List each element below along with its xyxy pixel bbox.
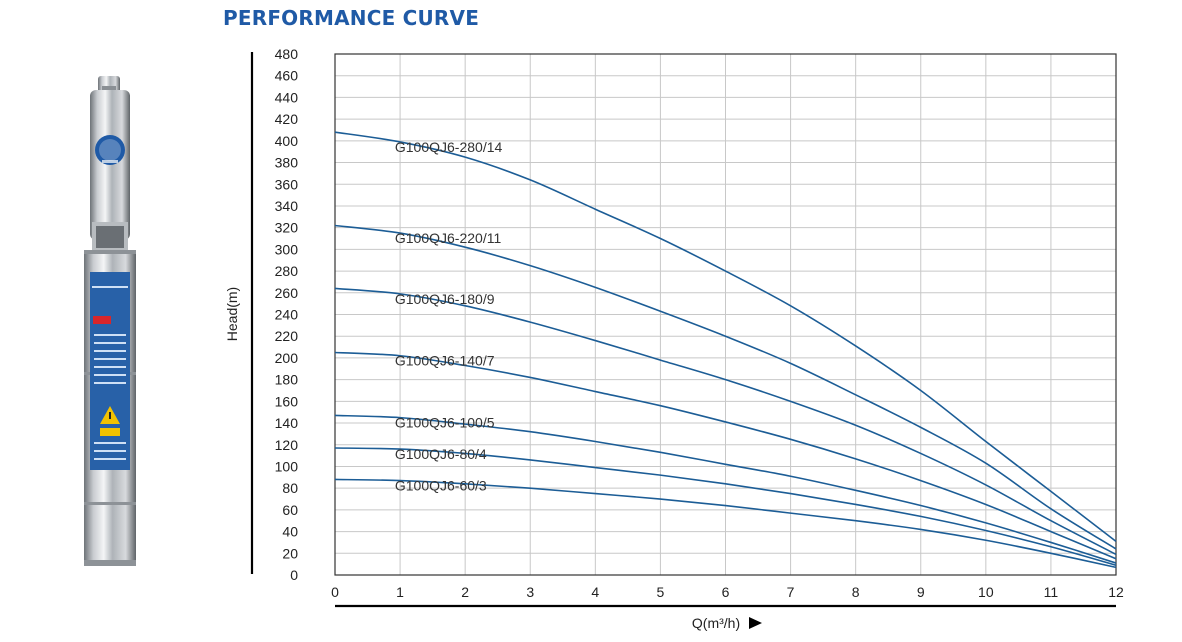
series-label-3: G100QJ6-140/7 <box>395 353 495 369</box>
y-tick-label: 20 <box>282 545 298 561</box>
x-tick-label: 11 <box>1044 584 1059 600</box>
x-tick-label: 12 <box>1108 584 1124 600</box>
x-tick-label: 1 <box>396 584 404 600</box>
y-tick-label: 460 <box>275 68 299 84</box>
y-tick-label: 260 <box>275 285 299 301</box>
x-tick-label: 3 <box>526 584 534 600</box>
x-tick-label: 10 <box>978 584 994 600</box>
series-label-2: G100QJ6-180/9 <box>395 291 495 307</box>
curve-labels: G100QJ6-280/14 G100QJ6-220/11 G100QJ6-180/… <box>395 139 503 494</box>
series-line-0 <box>334 131 1117 542</box>
y-tick-labels: 0 20 40 60 80 100 120 140 160 180 200 220 240 260 280 3… <box>275 46 299 583</box>
y-tick-label: 160 <box>275 393 299 409</box>
chart-title: PERFORMANCE CURVE <box>223 6 480 30</box>
plot-frame <box>334 53 1117 576</box>
y-tick-label: 400 <box>275 133 299 149</box>
x-tick-label: 0 <box>331 584 339 600</box>
series-label-0: G100QJ6-280/14 <box>395 139 503 155</box>
series-line-4 <box>334 414 1117 564</box>
y-tick-label: 320 <box>275 220 299 236</box>
series-label-6: G100QJ6-60/3 <box>395 478 487 494</box>
y-tick-label: 360 <box>275 176 299 192</box>
y-tick-label: 200 <box>275 350 299 366</box>
y-tick-label: 340 <box>275 198 299 214</box>
x-tick-label: 9 <box>917 584 925 600</box>
series-line-6 <box>334 478 1117 569</box>
y-tick-label: 480 <box>275 46 299 62</box>
y-tick-label: 80 <box>282 480 298 496</box>
series-label-1: G100QJ6-220/11 <box>395 230 502 246</box>
y-tick-label: 280 <box>275 263 299 279</box>
x-tick-label: 8 <box>852 584 860 600</box>
y-tick-label: 380 <box>275 155 299 171</box>
x-tick-label: 4 <box>591 584 599 600</box>
x-axis-title: Q(m³/h) <box>692 615 740 631</box>
y-axis-title: Head(m) <box>224 287 240 341</box>
y-tick-label: 120 <box>275 437 299 453</box>
y-tick-label: 0 <box>290 567 298 583</box>
series-label-4: G100QJ6-100/5 <box>395 415 495 431</box>
y-tick-label: 440 <box>275 89 299 105</box>
x-tick-labels: 0 1 2 3 4 5 6 7 8 9 10 11 12 <box>331 584 1124 600</box>
y-tick-label: 220 <box>275 328 299 344</box>
y-tick-label: 100 <box>275 458 299 474</box>
y-tick-label: 60 <box>282 502 298 518</box>
y-tick-label: 240 <box>275 307 299 323</box>
y-tick-label: 40 <box>282 524 298 540</box>
chart-curves <box>334 131 1117 569</box>
x-tick-label: 2 <box>461 584 469 600</box>
series-line-1 <box>334 224 1117 550</box>
x-tick-label: 6 <box>722 584 730 600</box>
y-tick-label: 180 <box>275 372 299 388</box>
series-line-3 <box>334 351 1117 560</box>
pump-product-image <box>78 72 142 572</box>
series-label-5: G100QJ6-80/4 <box>395 446 487 462</box>
y-tick-label: 420 <box>275 111 299 127</box>
x-axis-arrow-icon <box>749 617 762 629</box>
series-line-2 <box>334 287 1117 556</box>
chart-grid <box>334 53 1117 576</box>
y-tick-label: 140 <box>275 415 299 431</box>
x-tick-label: 7 <box>787 584 795 600</box>
x-tick-label: 5 <box>657 584 665 600</box>
y-tick-label: 300 <box>275 241 299 257</box>
series-line-5 <box>334 447 1117 567</box>
